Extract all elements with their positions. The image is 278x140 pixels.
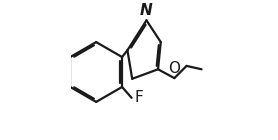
Text: O: O <box>168 61 180 76</box>
Text: N: N <box>140 3 153 18</box>
Text: F: F <box>135 90 143 105</box>
